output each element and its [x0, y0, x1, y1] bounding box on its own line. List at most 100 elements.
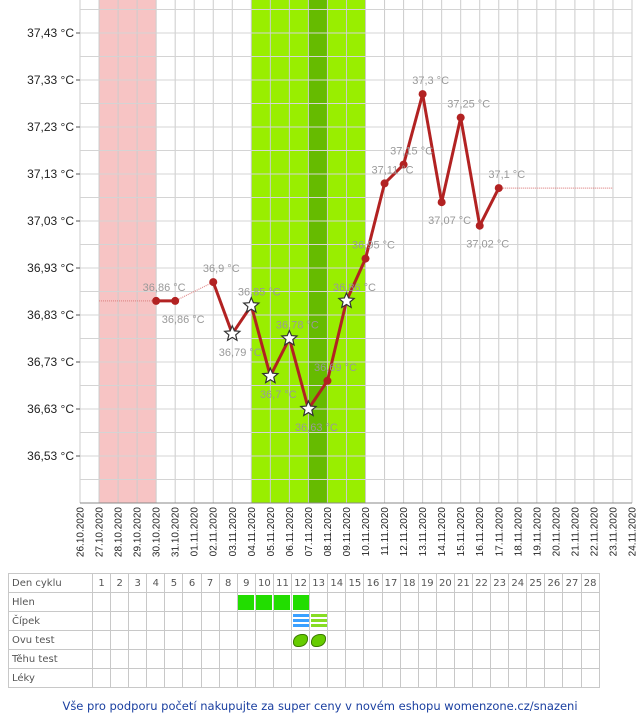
- table-cell: [526, 668, 546, 688]
- table-cell: 16: [363, 573, 383, 593]
- table-cell: [417, 611, 437, 631]
- data-label: 36,9 °C: [203, 263, 240, 275]
- y-tick-label: 37,13 °C: [27, 167, 74, 181]
- table-cell: [91, 611, 112, 631]
- table-cell: 26: [544, 573, 564, 593]
- x-tick-label: 21.11.2020: [570, 507, 581, 557]
- x-tick-label: 14.11.2020: [437, 507, 448, 557]
- table-cell: 22: [471, 573, 492, 593]
- menstruation-band: [99, 0, 157, 503]
- data-label: 36,86 °C: [143, 282, 186, 294]
- y-tick-label: 36,83 °C: [27, 308, 74, 322]
- table-cell: [399, 668, 419, 688]
- footer-promo-link[interactable]: Vše pro podporu početí nakupujte za supe…: [62, 699, 578, 713]
- table-cell: [562, 592, 582, 612]
- table-cell: [526, 611, 546, 631]
- table-cell: [146, 668, 166, 688]
- x-tick-label: 24.11.2020: [628, 507, 639, 557]
- data-label: 36,69 °C: [314, 362, 357, 374]
- table-cell: 17: [381, 573, 401, 593]
- x-tick-label: 03.11.2020: [228, 507, 239, 557]
- table-cell: [236, 649, 256, 669]
- table-cell: 24: [508, 573, 528, 593]
- table-cell: [164, 649, 184, 669]
- table-cell: [453, 630, 473, 650]
- x-tick-label: 19.11.2020: [532, 507, 543, 557]
- table-cell: 9: [236, 573, 256, 593]
- data-label: 37,1 °C: [488, 169, 525, 181]
- data-point: [171, 296, 180, 305]
- data-point: [361, 254, 370, 263]
- data-point: [152, 296, 161, 305]
- table-cell: [417, 668, 437, 688]
- table-cell: [490, 649, 510, 669]
- hlen-marker: [274, 594, 291, 610]
- table-cell: [417, 630, 437, 650]
- data-point: [323, 376, 332, 385]
- table-row: Hlen: [8, 592, 600, 612]
- table-cell: [580, 649, 600, 669]
- data-point: [380, 179, 389, 188]
- table-cell: [146, 630, 166, 650]
- table-cell: [309, 611, 329, 631]
- table-cell: [399, 611, 419, 631]
- table-row: Těhu test: [8, 649, 600, 669]
- table-cell: [381, 611, 401, 631]
- table-cell: [91, 649, 112, 669]
- table-cell: [345, 611, 365, 631]
- table-row: Ovu test: [8, 630, 600, 650]
- table-cell: [236, 668, 256, 688]
- ovulation-band: [308, 0, 328, 503]
- cipek-marker: [292, 614, 309, 628]
- table-cell: [236, 592, 256, 612]
- table-cell: [91, 630, 112, 650]
- table-cell: [200, 611, 220, 631]
- table-row: Čípek: [8, 611, 600, 631]
- table-cell: [236, 611, 256, 631]
- data-point: [437, 198, 446, 207]
- table-cell: [128, 630, 148, 650]
- table-cell: [471, 668, 492, 688]
- table-cell: [200, 630, 220, 650]
- table-cell: 27: [562, 573, 582, 593]
- table-cell: [417, 592, 437, 612]
- table-cell: [110, 649, 130, 669]
- table-cell: [453, 592, 473, 612]
- table-cell: [490, 668, 510, 688]
- table-cell: [128, 592, 148, 612]
- table-cell: [562, 630, 582, 650]
- table-cell: [218, 668, 238, 688]
- series-segment: [421, 93, 444, 203]
- table-cell: [453, 668, 473, 688]
- data-label: 37,15 °C: [390, 146, 433, 158]
- hlen-marker: [238, 594, 255, 610]
- table-cell: [254, 668, 274, 688]
- table-cell: [91, 668, 112, 688]
- table-cell: [291, 630, 311, 650]
- series-segment: [269, 337, 291, 377]
- table-row-label: Čípek: [8, 611, 93, 631]
- table-cell: [508, 592, 528, 612]
- y-tick-label: 36,63 °C: [27, 402, 74, 416]
- table-cell: 5: [164, 573, 184, 593]
- table-cell: [236, 630, 256, 650]
- series-segment: [307, 379, 329, 410]
- table-row-label: Léky: [8, 668, 93, 688]
- table-cell: [309, 592, 329, 612]
- table-cell: 18: [399, 573, 419, 593]
- table-cell: 8: [218, 573, 238, 593]
- table-cell: [526, 592, 546, 612]
- data-label: 37,25 °C: [447, 99, 490, 111]
- ovu-test-icon: [311, 633, 327, 647]
- table-cell: [580, 630, 600, 650]
- table-cell: [453, 649, 473, 669]
- x-tick-label: 26.10.2020: [76, 507, 87, 557]
- table-cell: [182, 592, 202, 612]
- x-tick-label: 01.11.2020: [190, 507, 201, 557]
- table-cell: [490, 592, 510, 612]
- ovu-test-icon: [293, 633, 309, 647]
- data-label: 36,95 °C: [352, 240, 395, 252]
- data-point-star: [337, 291, 356, 309]
- data-label: 37,02 °C: [466, 239, 509, 251]
- table-cell: 23: [490, 573, 510, 593]
